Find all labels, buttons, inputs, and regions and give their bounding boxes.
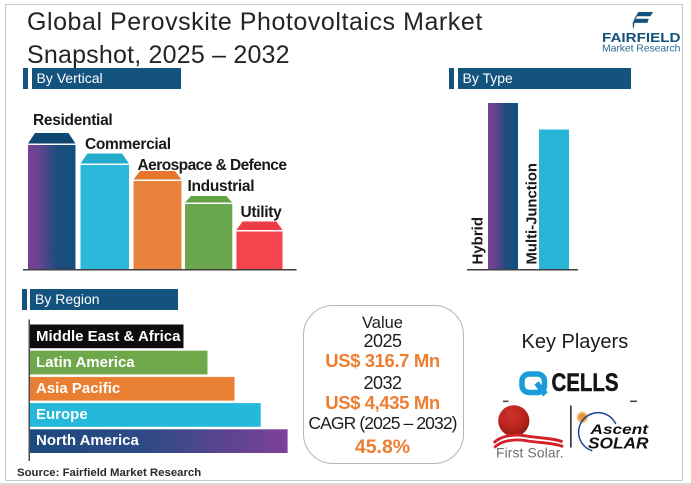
svg-text:CELLS: CELLS <box>552 369 619 397</box>
svg-text:FAIRFIELD: FAIRFIELD <box>602 31 681 45</box>
svg-text:Ascent: Ascent <box>589 422 649 437</box>
svg-text:Hybrid: Hybrid <box>470 217 487 265</box>
svg-text:SOLAR: SOLAR <box>588 436 649 453</box>
svg-text:Multi-Junction: Multi-Junction <box>524 163 541 265</box>
svg-text:First Solar.: First Solar. <box>496 446 564 461</box>
svg-text:Market Research: Market Research <box>602 43 681 55</box>
